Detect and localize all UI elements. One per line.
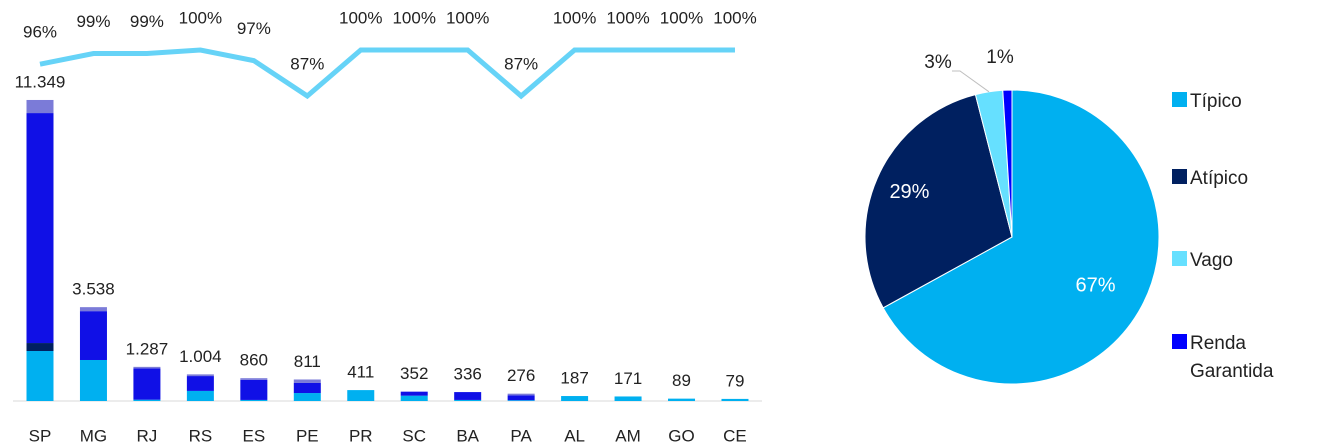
total-label: 1.287	[126, 339, 169, 358]
x-tick-label: SC	[402, 426, 426, 445]
total-label: 89	[672, 371, 691, 390]
bar-segment	[186, 376, 214, 391]
bar-segment	[400, 395, 428, 401]
bar-segment	[454, 392, 482, 400]
line-label: 97%	[237, 19, 271, 38]
total-label: 860	[240, 351, 268, 370]
line-label: 100%	[392, 8, 435, 27]
bar-segment	[26, 113, 54, 344]
bar-segment	[26, 99, 54, 114]
x-tick-label: RJ	[137, 426, 158, 445]
x-tick-label: MG	[80, 426, 107, 445]
slice-label: 67%	[1075, 275, 1115, 297]
x-tick-label: ES	[242, 426, 265, 445]
legend-item: Vago	[1172, 247, 1310, 275]
legend-swatch	[1172, 92, 1187, 107]
x-tick-label: PE	[296, 426, 319, 445]
total-label: 336	[453, 365, 481, 384]
legend-item: Atípico	[1172, 165, 1310, 193]
bar-segment	[186, 374, 214, 377]
total-label: 3.538	[72, 280, 115, 299]
legend-swatch	[1172, 334, 1187, 349]
line-label: 100%	[339, 8, 382, 27]
bar-segment	[133, 368, 161, 400]
bar-segment	[240, 379, 268, 400]
x-tick-label: PA	[510, 426, 532, 445]
legend-label: Renda Garantida	[1190, 333, 1274, 382]
slice-label: 29%	[889, 181, 929, 203]
pie-slice	[882, 89, 1160, 385]
pie-slice	[1002, 89, 1013, 238]
bar-segment	[293, 382, 321, 394]
line-label: 99%	[130, 12, 164, 31]
x-tick-label: SP	[29, 426, 52, 445]
line-label: 96%	[23, 23, 57, 42]
total-label: 411	[347, 363, 374, 382]
x-tick-label: RS	[189, 426, 213, 445]
bar-segment	[347, 390, 375, 401]
bar-segment	[79, 307, 107, 312]
bar-segment	[507, 395, 535, 401]
bar-segment	[454, 399, 482, 401]
line	[39, 47, 735, 100]
line-label: 100%	[179, 8, 222, 27]
total-label: 811	[294, 352, 321, 371]
x-tick-label: AL	[564, 426, 585, 445]
bar-segment	[26, 343, 54, 352]
x-tick-label: GO	[668, 426, 694, 445]
bar-segment	[293, 379, 321, 383]
legend-swatch	[1172, 251, 1187, 266]
pie-slice	[864, 94, 1013, 309]
bar-segment	[133, 366, 161, 369]
total-label: 187	[560, 369, 588, 388]
slice-label: 1%	[986, 47, 1014, 68]
total-label: 79	[726, 371, 745, 390]
total-label: 276	[507, 366, 535, 385]
legend-label: Vago	[1190, 250, 1233, 271]
total-label: 11.349	[15, 72, 66, 91]
legend-label: Atípico	[1190, 168, 1249, 189]
bar-segment	[507, 393, 535, 396]
legend-item: Típico	[1172, 88, 1310, 116]
bar-segment	[79, 359, 107, 401]
slice-label: 3%	[924, 52, 952, 73]
legend-label: Típico	[1190, 91, 1242, 112]
line-label: 99%	[76, 12, 110, 31]
x-tick-label: PR	[349, 426, 373, 445]
line-label: 100%	[660, 8, 703, 27]
bar-segment	[26, 351, 54, 401]
bar-segment	[186, 390, 214, 401]
line-label: 87%	[504, 55, 538, 74]
line-label: 100%	[713, 8, 756, 27]
bar-segment	[400, 391, 428, 396]
line-label: 100%	[553, 8, 596, 27]
bar-segment	[133, 399, 161, 401]
x-tick-label: BA	[456, 426, 479, 445]
bar-segment	[561, 396, 589, 401]
leader-line	[952, 70, 990, 93]
bar-segment	[293, 393, 321, 401]
bar-segment	[668, 398, 696, 401]
bar-segment	[240, 399, 268, 401]
total-label: 171	[614, 369, 642, 388]
line-label: 100%	[446, 8, 489, 27]
bar-segment	[507, 400, 535, 401]
x-tick-label: CE	[723, 426, 747, 445]
bar-segment	[614, 396, 642, 401]
legend-item: Renda Garantida	[1172, 330, 1310, 386]
total-label: 1.004	[179, 347, 222, 366]
total-label: 352	[400, 364, 428, 383]
line-label: 100%	[606, 8, 649, 27]
bar-segment	[79, 311, 107, 360]
line-label: 87%	[290, 55, 324, 74]
x-tick-label: AM	[615, 426, 641, 445]
bar-segment	[240, 378, 268, 380]
legend-swatch	[1172, 169, 1187, 184]
bar-segment	[721, 398, 749, 401]
